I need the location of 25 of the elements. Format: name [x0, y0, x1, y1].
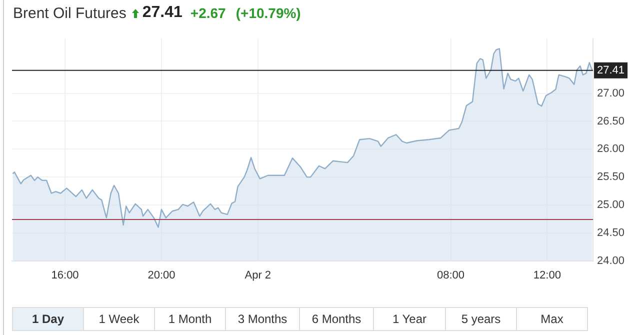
- text: Max: [516, 308, 587, 330]
- y-tick-label: 25.00: [597, 199, 625, 211]
- x-tick-label: 12:00: [533, 269, 561, 282]
- text: 6 Months: [299, 308, 373, 330]
- y-tick-label: 24.50: [597, 226, 625, 239]
- ref-line-label: 27.41: [597, 64, 625, 76]
- chart-title: Brent Oil Futures: [13, 4, 126, 22]
- text: +2.67: [190, 5, 226, 21]
- text: 1 Month: [154, 308, 225, 330]
- y-tick-label: 26.50: [597, 115, 625, 128]
- text: 1 Year: [373, 308, 445, 330]
- text: 3 Months: [225, 308, 299, 330]
- text: 1 Day: [13, 308, 83, 330]
- text: (+10.79%): [236, 5, 301, 21]
- text: 1 Week: [83, 308, 154, 330]
- y-tick-label: 24.00: [597, 254, 625, 267]
- text: 5 years: [445, 308, 516, 330]
- x-tick-label: 16:00: [51, 269, 79, 282]
- chart-subtitle: 27.41: [142, 4, 182, 22]
- y-tick-label: 25.50: [597, 171, 625, 184]
- x-tick-label: Apr 2: [244, 269, 272, 282]
- x-tick-label: 08:00: [437, 269, 465, 282]
- x-tick-label: 20:00: [148, 269, 176, 282]
- y-tick-label: 26.00: [597, 143, 625, 156]
- y-tick-label: 27.00: [597, 87, 625, 100]
